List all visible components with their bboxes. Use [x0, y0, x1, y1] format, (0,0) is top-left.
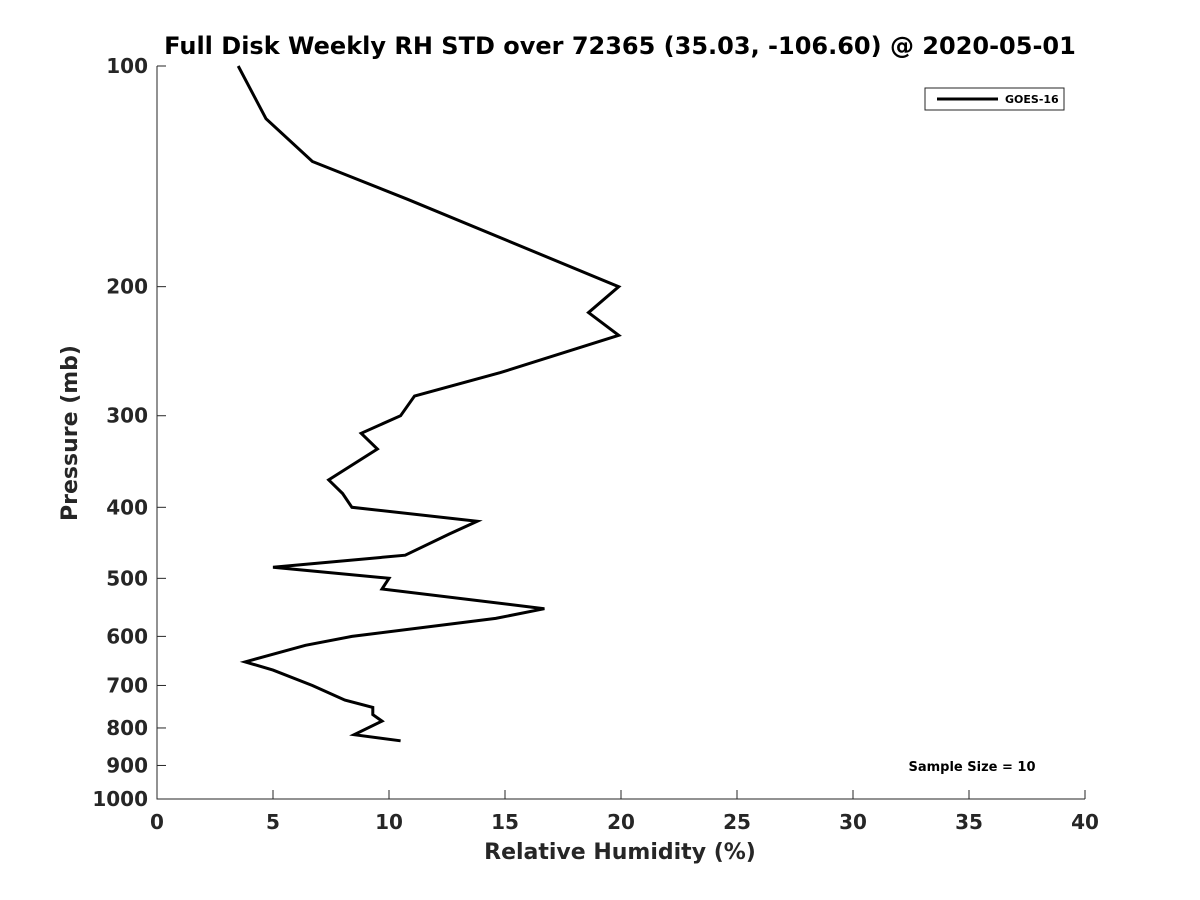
y-tick-label: 800 — [106, 716, 148, 740]
plot-area: 0 5 10 15 20 25 30 35 40 100 200 300 400 500 600 700 80… — [92, 54, 1099, 834]
y-tick-label: 100 — [106, 54, 148, 78]
y-tick-label: 400 — [106, 495, 148, 519]
y-tick-label: 200 — [106, 275, 148, 299]
y-tick-label: 500 — [106, 566, 148, 590]
x-tick-label: 40 — [1071, 810, 1099, 834]
x-axis-label: Relative Humidity (%) — [484, 840, 756, 865]
series-layer — [236, 65, 622, 743]
x-tick-label: 35 — [955, 810, 983, 834]
x-tick-label: 30 — [839, 810, 867, 834]
sample-size-annotation: Sample Size = 10 — [908, 760, 1035, 775]
y-tick-label: 1000 — [92, 787, 148, 811]
y-axis-label: Pressure (mb) — [58, 345, 83, 521]
x-tick-label: 10 — [375, 810, 403, 834]
y-tick-label: 300 — [106, 404, 148, 428]
axis-lines — [156, 66, 1085, 800]
y-tick-label: 900 — [106, 753, 148, 777]
x-axis-ticks: 0 5 10 15 20 25 30 35 40 — [150, 790, 1099, 834]
x-tick-label: 20 — [607, 810, 635, 834]
x-tick-label: 0 — [150, 810, 164, 834]
chart-title: Full Disk Weekly RH STD over 72365 (35.0… — [164, 32, 1076, 60]
series-line-goes-16 — [236, 65, 622, 743]
x-tick-label: 5 — [266, 810, 280, 834]
legend: GOES-16 — [924, 87, 1065, 111]
x-tick-label: 15 — [491, 810, 519, 834]
legend-entry-label: GOES-16 — [1005, 93, 1059, 106]
y-axis-ticks: 100 200 300 400 500 600 700 800 900 1000 — [92, 54, 166, 811]
x-tick-label: 25 — [723, 810, 751, 834]
y-tick-label: 700 — [106, 673, 148, 697]
y-tick-label: 600 — [106, 624, 148, 648]
